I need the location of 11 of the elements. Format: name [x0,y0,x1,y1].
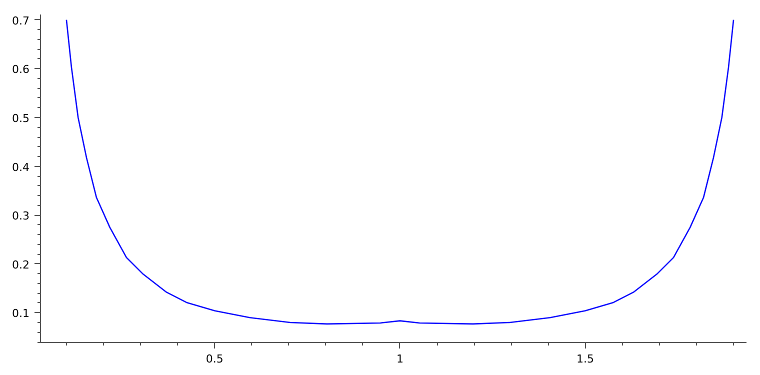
x-tick-label: 1.5 [576,352,594,366]
x-tick-label: 1 [396,352,404,366]
y-tick-label: 0.7 [12,14,30,28]
y-tick-label: 0.6 [12,63,30,76]
y-tick-label: 0.2 [12,258,30,272]
y-tick-label: 0.4 [12,160,30,174]
y-tick-label: 0.1 [12,307,30,320]
line-series [66,19,734,325]
y-tick-label: 0.3 [12,210,30,223]
x-tick-label: 0.5 [206,352,224,366]
y-tick-label: 0.5 [12,112,30,125]
